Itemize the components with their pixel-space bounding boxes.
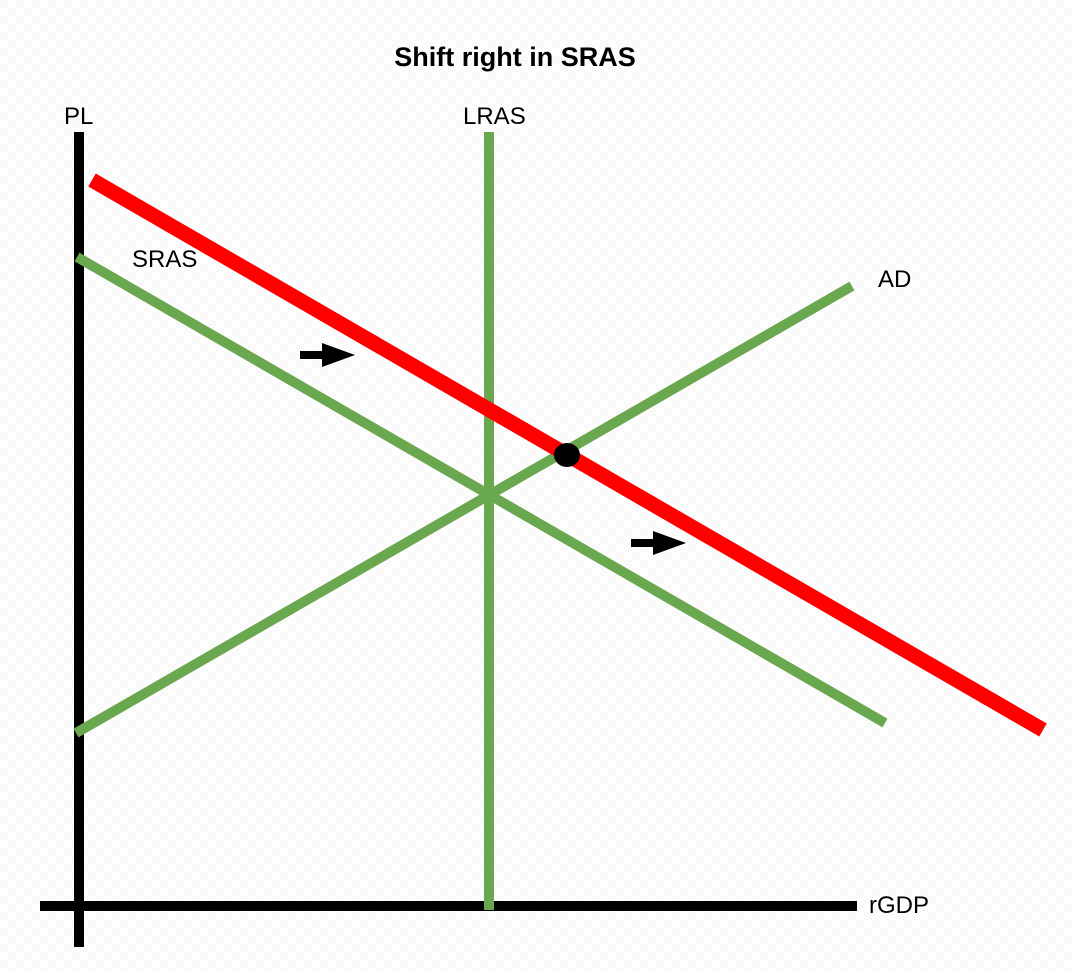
x-axis-label: rGDP — [869, 892, 929, 919]
new-equilibrium-dot — [554, 443, 580, 467]
ad-curve — [73, 281, 855, 738]
ad-label: AD — [878, 266, 911, 293]
shift-arrow-upper-icon — [300, 343, 355, 367]
sras-curve — [74, 252, 888, 728]
y-axis-label: PL — [64, 103, 93, 130]
shift-arrow-lower-icon — [631, 531, 686, 555]
lras-label: LRAS — [463, 103, 526, 130]
diagram-title: Shift right in SRAS — [394, 42, 635, 72]
sras-label: SRAS — [132, 246, 197, 273]
